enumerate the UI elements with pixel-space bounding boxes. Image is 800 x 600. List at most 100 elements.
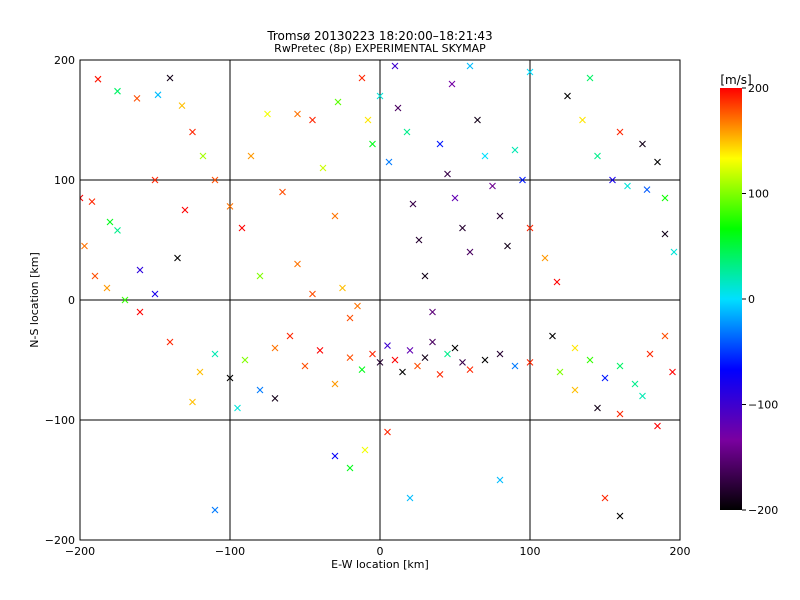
data-point-cross xyxy=(133,95,141,102)
data-point-cross xyxy=(103,284,111,292)
data-point-cross xyxy=(594,152,601,160)
data-point-cross xyxy=(631,380,639,388)
data-point-cross xyxy=(181,206,189,214)
y-axis-label: N-S location [km] xyxy=(28,252,41,348)
data-point-cross xyxy=(94,75,102,83)
y-tick-label: −200 xyxy=(45,534,75,547)
data-point-cross xyxy=(384,428,391,436)
data-point-cross xyxy=(616,362,624,370)
data-point-cross xyxy=(429,338,436,346)
data-point-cross xyxy=(624,182,631,190)
data-point-cross xyxy=(526,359,534,366)
data-point-cross xyxy=(358,366,366,373)
data-point-cross xyxy=(294,260,301,268)
data-point-cross xyxy=(579,116,586,124)
data-point-cross xyxy=(319,164,327,172)
data-point-cross xyxy=(549,332,556,340)
data-point-cross xyxy=(166,74,174,82)
colorbar-ticks: −200 −100 0 100 200 xyxy=(742,82,778,517)
data-point-cross xyxy=(136,266,144,274)
data-point-cross xyxy=(670,248,678,256)
data-point-cross xyxy=(256,386,264,394)
data-point-cross xyxy=(256,272,264,280)
data-point-cross xyxy=(639,392,646,400)
data-point-cross xyxy=(466,248,474,256)
data-point-cross xyxy=(346,314,354,322)
colorbar-tick-label: 100 xyxy=(748,188,769,201)
data-point-cross xyxy=(331,452,339,460)
data-point-cross xyxy=(553,278,561,286)
data-point-cross xyxy=(271,395,279,402)
x-tick-label: 0 xyxy=(377,545,384,558)
data-point-cross xyxy=(564,92,571,100)
data-point-cross xyxy=(339,284,346,292)
data-point-cross xyxy=(241,356,249,364)
data-point-cross xyxy=(346,354,354,361)
data-point-cross xyxy=(391,356,399,364)
data-point-cross xyxy=(409,200,417,208)
data-point-cross xyxy=(474,116,481,124)
data-point-cross xyxy=(466,366,474,373)
data-point-cross xyxy=(451,344,459,352)
y-tick-label: 200 xyxy=(54,54,75,67)
data-point-cross xyxy=(114,227,121,234)
data-point-cross xyxy=(586,74,594,82)
data-point-cross xyxy=(541,254,549,262)
data-point-cross xyxy=(369,350,376,358)
data-point-cross xyxy=(91,272,99,280)
data-point-cross xyxy=(489,182,496,190)
data-point-cross xyxy=(81,242,88,250)
colorbar-tick-label: 200 xyxy=(748,82,769,95)
data-point-cross xyxy=(80,194,84,202)
data-point-cross xyxy=(309,290,316,298)
data-point-cross xyxy=(331,212,339,220)
colorbar: [m/s] −200 −100 0 100 200 xyxy=(720,73,778,517)
data-point-cross xyxy=(444,350,451,358)
data-point-cross xyxy=(211,506,219,514)
data-point-cross xyxy=(189,398,196,406)
colorbar-gradient xyxy=(720,88,742,510)
grid xyxy=(80,60,680,540)
data-point-cross xyxy=(616,128,624,136)
data-point-cross xyxy=(294,110,301,118)
data-point-cross xyxy=(661,332,669,340)
data-point-cross xyxy=(334,98,342,106)
data-point-cross xyxy=(643,186,651,193)
data-point-cross xyxy=(301,362,309,370)
data-point-cross xyxy=(136,308,144,316)
chart-subtitle: RwPretec (8p) EXPERIMENTAL SKYMAP xyxy=(274,42,486,55)
chart-title: Tromsø 20130223 18:20:00–18:21:43 xyxy=(266,29,492,43)
data-point-cross xyxy=(481,356,489,364)
data-point-cross xyxy=(399,368,406,376)
data-point-cross xyxy=(391,62,399,70)
data-point-cross xyxy=(151,176,159,184)
data-point-cross xyxy=(279,188,286,196)
data-point-cross xyxy=(154,91,162,99)
x-tick-label: 100 xyxy=(520,545,541,558)
data-point-cross xyxy=(496,212,504,220)
colorbar-tick-label: −200 xyxy=(748,504,778,517)
data-point-cross xyxy=(601,374,609,382)
x-axis-label: E-W location [km] xyxy=(331,558,429,571)
x-tick-label: −200 xyxy=(65,545,95,558)
data-point-cross xyxy=(616,512,624,520)
data-point-cross xyxy=(211,350,219,358)
data-point-cross xyxy=(364,116,372,124)
data-point-cross xyxy=(429,308,436,316)
data-point-cross xyxy=(436,140,444,148)
data-point-cross xyxy=(309,116,316,124)
data-point-cross xyxy=(444,170,451,178)
data-point-cross xyxy=(496,476,504,484)
data-point-cross xyxy=(504,242,511,250)
colorbar-tick-label: 0 xyxy=(748,293,755,306)
data-point-cross xyxy=(601,494,609,502)
data-point-cross xyxy=(654,422,661,430)
data-point-cross xyxy=(639,140,646,148)
data-point-cross xyxy=(238,224,246,232)
data-point-cross xyxy=(226,203,234,210)
data-point-cross xyxy=(406,347,414,354)
data-point-cross xyxy=(511,146,519,154)
data-point-cross xyxy=(174,254,181,262)
data-point-cross xyxy=(496,350,504,358)
data-point-cross xyxy=(385,158,393,166)
